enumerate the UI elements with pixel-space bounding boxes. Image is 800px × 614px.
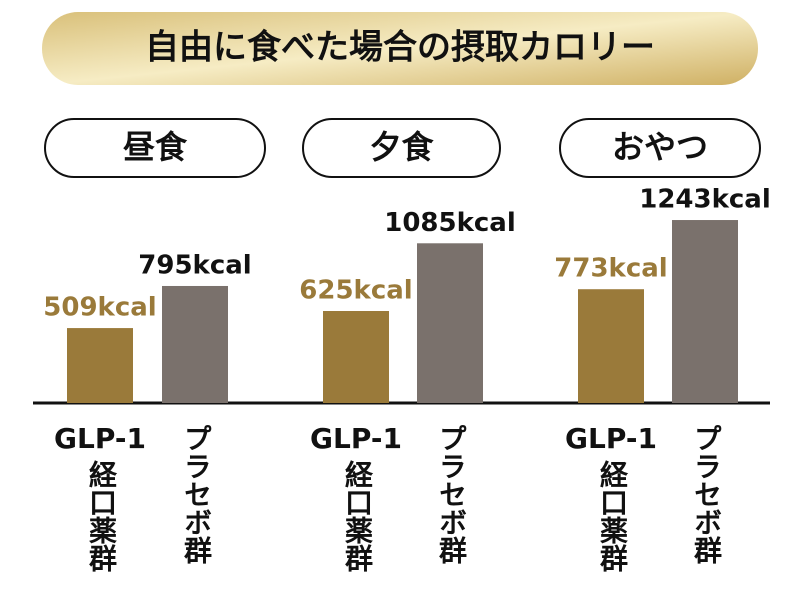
- value-label: 773kcal: [554, 254, 667, 284]
- value-label: 1085kcal: [384, 208, 516, 238]
- panel-title: 昼食: [123, 128, 188, 166]
- category-prefix: GLP-1: [310, 422, 402, 455]
- category-label: プラセボ群: [180, 424, 213, 564]
- title-banner: [42, 12, 758, 85]
- bar: [67, 328, 133, 403]
- category-label: 経口薬群: [341, 459, 374, 572]
- panel-pill: [559, 118, 761, 178]
- category-prefix: GLP-1: [565, 422, 657, 455]
- panel-pill: [302, 118, 501, 178]
- panel-pill: [44, 118, 266, 178]
- category-label: プラセボ群: [435, 424, 468, 564]
- bar: [672, 220, 738, 403]
- bar: [578, 289, 644, 403]
- category-label: 経口薬群: [596, 459, 629, 572]
- value-label: 625kcal: [299, 276, 412, 306]
- value-label: 795kcal: [138, 250, 251, 280]
- panel-title: 夕食: [369, 128, 434, 166]
- chart-title: 自由に食べた場合の摂取カロリー: [145, 28, 655, 68]
- bar: [162, 285, 228, 403]
- category-label: プラセボ群: [690, 424, 723, 564]
- category-prefix: GLP-1: [54, 422, 146, 455]
- value-label: 509kcal: [43, 293, 156, 323]
- panel-title: おやつ: [612, 128, 708, 166]
- bar: [323, 311, 389, 403]
- category-label: 経口薬群: [85, 459, 118, 572]
- bar: [417, 243, 483, 403]
- value-label: 1243kcal: [639, 185, 771, 215]
